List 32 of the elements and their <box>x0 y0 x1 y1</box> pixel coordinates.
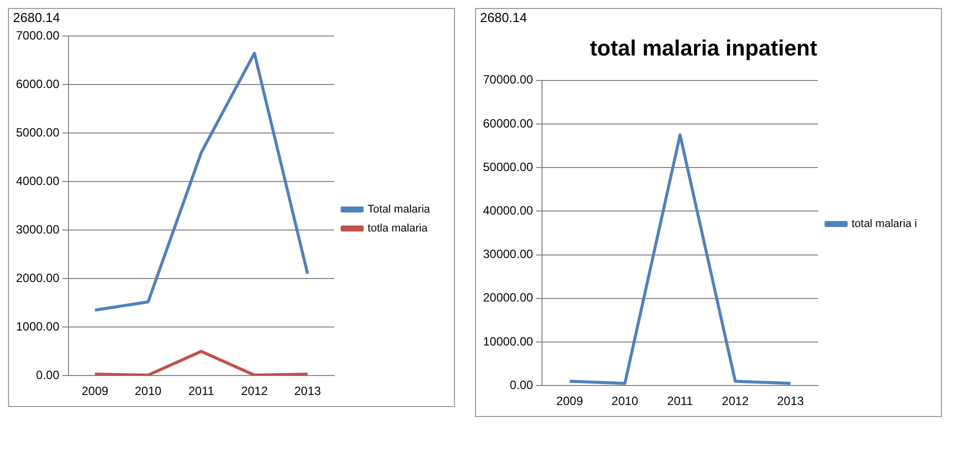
y-tick-label: 2000.00 <box>16 270 60 285</box>
y-tick-label: 5000.00 <box>16 125 60 140</box>
x-tick-label: 2011 <box>188 384 214 398</box>
x-tick-label: 2012 <box>241 384 268 398</box>
y-tick-label: 3000.00 <box>16 222 60 236</box>
y-tick-label: 50000.00 <box>482 160 534 174</box>
legend-label: total malaria i <box>852 218 918 230</box>
y-tick-label: 7000.00 <box>16 28 60 43</box>
x-tick-label: 2013 <box>777 394 804 408</box>
y-tick-label: 1000.00 <box>16 319 60 334</box>
x-tick-label: 2010 <box>134 384 162 398</box>
y-tick-label: 60000.00 <box>482 116 534 130</box>
text: 2680.14 <box>12 9 61 26</box>
x-tick-label: 2010 <box>612 394 639 408</box>
y-tick-label: 6000.00 <box>16 77 60 91</box>
y-tick-label: 30000.00 <box>482 247 534 262</box>
x-tick-label: 2011 <box>667 394 694 408</box>
x-tick-label: 2012 <box>722 394 749 408</box>
y-tick-label: 0.00 <box>36 368 60 382</box>
y-tick-label: 10000.00 <box>482 334 534 348</box>
y-tick-label: 40000.00 <box>482 204 534 218</box>
x-tick-label: 2009 <box>82 384 109 398</box>
y-tick-label: 0.00 <box>510 378 534 392</box>
y-tick-label: 20000.00 <box>482 290 534 305</box>
y-tick-label: 4000.00 <box>16 174 60 188</box>
legend-label: totla malaria <box>368 222 428 235</box>
x-tick-label: 2013 <box>294 384 322 398</box>
legend-label: Total malaria <box>368 204 431 216</box>
x-tick-label: 2009 <box>556 394 584 408</box>
chart-title: total malaria inpatient <box>590 35 818 60</box>
y-tick-label: 70000.00 <box>482 72 534 87</box>
text: 2680.14 <box>479 9 528 26</box>
